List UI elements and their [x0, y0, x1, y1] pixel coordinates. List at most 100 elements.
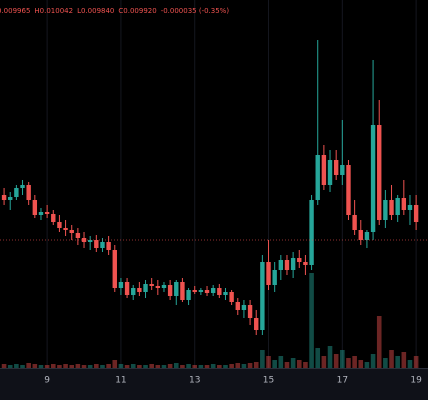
candle-body — [278, 260, 284, 270]
candle-body — [131, 288, 136, 295]
candle-body — [174, 282, 179, 296]
volume-bar — [137, 365, 142, 368]
volume-bar — [149, 364, 154, 368]
volume-bar — [38, 365, 44, 368]
volume-bar — [130, 364, 136, 368]
volume-bar — [198, 365, 204, 368]
volume-bar — [340, 350, 345, 368]
candle-body — [44, 212, 50, 214]
candle-body — [297, 258, 302, 262]
volume-bar — [57, 365, 62, 368]
candle-body — [112, 250, 117, 288]
volume-bar — [44, 365, 50, 368]
candle-body — [57, 222, 62, 228]
volume-bar — [247, 363, 253, 368]
volume-bar — [241, 364, 247, 368]
candle-body — [180, 282, 185, 300]
candle-body — [413, 205, 419, 222]
volume-bar — [296, 360, 302, 368]
volume-bar — [14, 364, 19, 368]
volume-bar — [118, 364, 124, 368]
header-item: -0.000035 (-0.35%) — [161, 7, 230, 15]
volume-bar — [161, 365, 167, 368]
x-tick-label: 15 — [263, 376, 274, 386]
volume-bar — [358, 360, 364, 368]
volume-bar — [352, 356, 357, 368]
volume-bar — [167, 364, 173, 368]
candle-body — [8, 197, 13, 200]
volume-bar — [407, 360, 413, 368]
x-axis-band — [0, 368, 428, 400]
volume-bar — [315, 348, 321, 368]
candle-body — [229, 292, 234, 302]
candle-body — [284, 260, 290, 270]
candle-body — [395, 198, 400, 215]
volume-bar — [63, 364, 68, 368]
volume-bar — [210, 364, 216, 368]
volume-bar — [333, 354, 339, 368]
candle-body — [407, 205, 413, 210]
volume-bar — [327, 346, 333, 368]
candle-body — [315, 155, 320, 200]
candle-body — [241, 305, 247, 310]
candle-body — [340, 165, 345, 175]
candle-body — [106, 242, 111, 250]
volume-bar — [204, 365, 210, 368]
candle-body — [389, 200, 394, 215]
candle-body — [235, 302, 240, 310]
volume-bar — [223, 365, 228, 368]
volume-bar — [50, 364, 56, 368]
candle-body — [377, 125, 382, 220]
volume-bar — [395, 356, 400, 368]
candle-body — [260, 262, 265, 330]
candle-body — [26, 185, 31, 200]
candle-body — [94, 240, 99, 248]
x-tick-label: 13 — [189, 376, 200, 386]
candle-body — [383, 200, 388, 220]
candle-body — [137, 288, 142, 292]
candle-body — [149, 284, 154, 286]
candle-body — [32, 200, 38, 215]
candle-body — [124, 282, 130, 295]
volume-bar — [124, 365, 130, 368]
volume-bar — [100, 365, 105, 368]
volume-bar — [303, 362, 308, 368]
ohlc-header: 0.009965 H0.010042 L0.009840 C0.009920 -0.00… — [0, 7, 229, 15]
volume-bar — [278, 356, 284, 368]
volume-bar — [112, 360, 118, 368]
candle-body — [346, 165, 351, 215]
candle-body — [38, 212, 44, 215]
candle-body — [272, 270, 277, 285]
candle-body — [217, 288, 222, 295]
candle-body — [63, 228, 68, 230]
volume-bar — [309, 273, 314, 368]
header-item: C0.009920 — [118, 7, 156, 15]
volume-bar — [186, 364, 191, 368]
volume-bar — [75, 364, 81, 368]
volume-bar — [7, 365, 13, 368]
candle-body — [155, 286, 161, 288]
candle-body — [87, 240, 93, 242]
volume-bar — [284, 362, 290, 368]
volume-bar — [364, 362, 370, 368]
volume-bar — [235, 363, 241, 368]
volume-bar — [32, 364, 38, 368]
candle-body — [186, 290, 191, 300]
candle-body — [309, 200, 314, 265]
volume-bar — [173, 363, 179, 368]
candle-body — [303, 262, 308, 265]
candle-body — [352, 215, 357, 230]
candle-body — [333, 160, 339, 175]
candle-body — [321, 155, 327, 185]
candle-body — [223, 292, 228, 295]
candle-layer — [1, 40, 419, 335]
candle-body — [290, 258, 296, 270]
volume-bar — [272, 360, 277, 368]
volume-bar — [253, 362, 259, 368]
candle-body — [192, 290, 197, 292]
header-item: L0.009840 — [77, 7, 114, 15]
volume-bar — [383, 358, 388, 368]
candle-body — [143, 284, 148, 292]
